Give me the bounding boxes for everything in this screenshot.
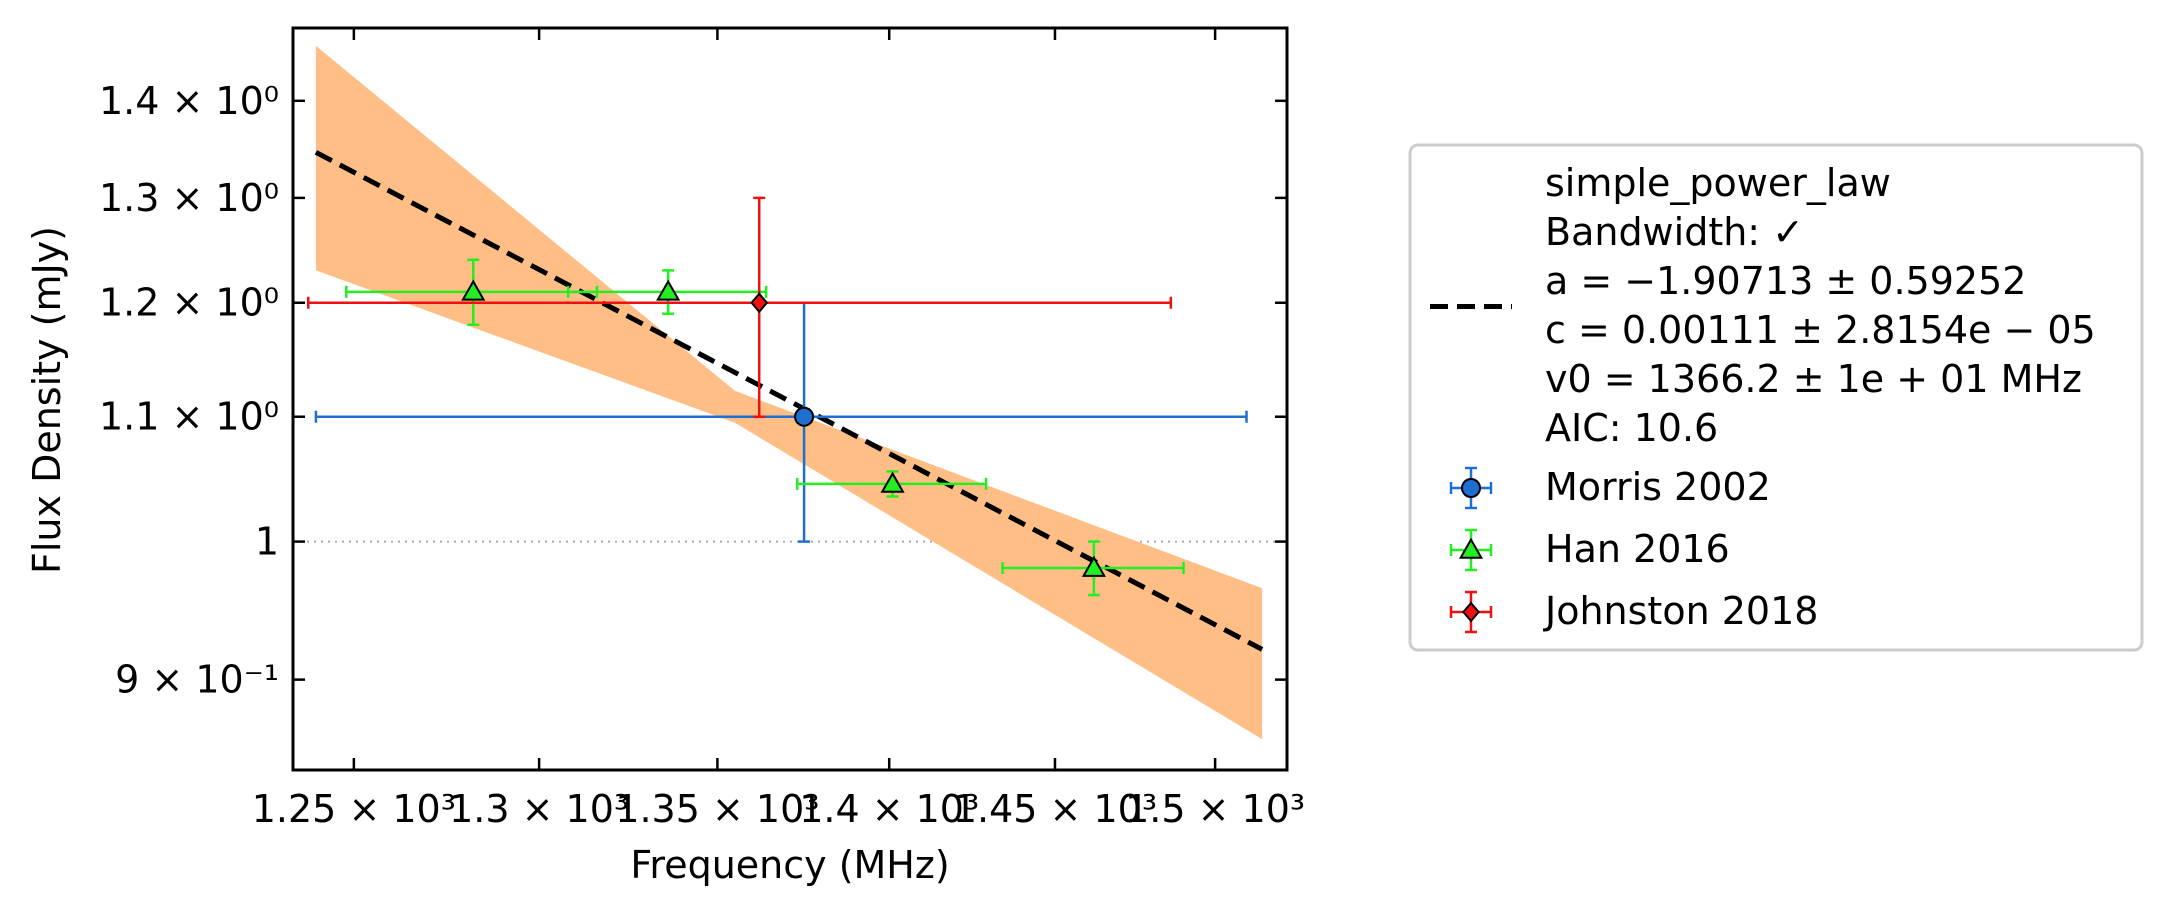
data-marker: [656, 279, 681, 301]
x-tick-label: 1.3 × 10³: [449, 787, 629, 831]
legend-model-line: Bandwidth: ✓: [1545, 210, 1804, 254]
legend-model-line: a = −1.90713 ± 0.59252: [1545, 259, 2026, 303]
legend-entry: Johnston 2018: [1449, 589, 1818, 634]
data-marker: [794, 406, 815, 427]
y-tick-label: 9 × 10⁻¹: [115, 658, 279, 702]
data-point: [307, 196, 1173, 418]
plot-area: [293, 45, 1287, 740]
legend-model-line: simple_power_law: [1545, 161, 1891, 205]
legend-box: [1408, 143, 2144, 652]
fit-line: [314, 150, 1264, 652]
data-marker: [750, 292, 769, 314]
x-axis-label: Frequency (MHz): [630, 843, 949, 887]
legend-entry: Han 2016: [1449, 527, 1730, 572]
legend-marker: [1462, 601, 1480, 623]
legend-model-text: simple_power_law Bandwidth: ✓ a = −1.90713…: [1430, 161, 2096, 450]
data-marker: [880, 471, 905, 493]
legend-marker: [1461, 478, 1481, 498]
legend-label: Johnston 2018: [1543, 589, 1818, 633]
y-tick-label: 1: [255, 520, 279, 564]
y-axis-label: Flux Density (mJy): [25, 226, 69, 574]
legend-model-line: AIC: 10.6: [1545, 406, 1718, 450]
x-tick-label: 1.45 × 10³: [953, 787, 1157, 831]
data-marker: [1081, 555, 1106, 577]
data-point: [345, 258, 599, 327]
legend-label: Morris 2002: [1545, 465, 1771, 509]
x-tick-label: 1.35 × 10³: [615, 787, 819, 831]
legend: simple_power_law Bandwidth: ✓ a = −1.90713…: [1408, 143, 2144, 652]
legend-model-line: c = 0.00111 ± 2.8154e − 05: [1545, 308, 2096, 352]
data-marker: [461, 279, 486, 301]
legend-model-line: v0 = 1366.2 ± 1e + 01 MHz: [1545, 357, 2082, 401]
fit-uncertainty-band: [315, 45, 1263, 740]
data-point: [795, 470, 988, 498]
legend-label: Han 2016: [1545, 527, 1730, 571]
data-point: [566, 269, 768, 315]
legend-entry: Morris 2002: [1449, 465, 1771, 510]
y-tick-label: 1.2 × 10⁰: [99, 281, 279, 325]
data-point: [1001, 540, 1185, 597]
y-tick-label: 1.1 × 10⁰: [99, 395, 279, 439]
x-tick-label: 1.4 × 10³: [799, 787, 979, 831]
y-tick-label: 1.4 × 10⁰: [99, 79, 279, 123]
plot-frame: [291, 26, 1289, 772]
y-tick-label: 1.3 × 10⁰: [99, 176, 279, 220]
x-tick-label: 1.5 × 10³: [1125, 787, 1305, 831]
legend-series: Morris 2002 Han 2016 Johnston 2018: [1449, 465, 1818, 634]
legend-marker: [1458, 537, 1484, 559]
x-tick-label: 1.25 × 10³: [252, 787, 456, 831]
